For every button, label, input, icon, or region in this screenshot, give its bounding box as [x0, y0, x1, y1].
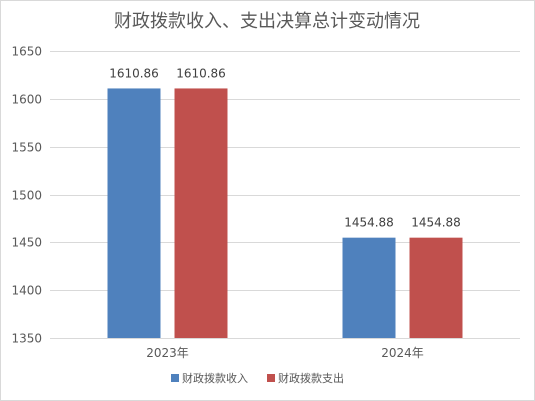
y-axis-ticks: 1350 1400 1450 1500 1550 1600 1650: [11, 45, 42, 346]
y-tick-label: 1650: [11, 45, 42, 59]
y-tick-label: 1350: [11, 332, 42, 346]
legend-label: 财政拨款收入: [182, 371, 248, 385]
chart-title: 财政拨款收入、支出决算总计变动情况: [114, 11, 420, 32]
x-axis-ticks: 2023年 2024年: [146, 346, 424, 360]
data-label: 1610.86: [176, 66, 226, 80]
bar-expenditure-1: [174, 88, 228, 338]
data-labels: 1610.86 1610.86 1454.88 1454.88: [109, 66, 461, 229]
legend-swatch: [171, 374, 179, 382]
y-tick-label: 1450: [11, 236, 42, 250]
bar-expenditure-2: [409, 237, 463, 338]
legend-label: 财政拨款支出: [278, 371, 344, 385]
y-tick-label: 1600: [11, 93, 42, 107]
y-tick-label: 1400: [11, 284, 42, 298]
bar-income-2: [342, 237, 396, 338]
data-label: 1454.88: [411, 216, 461, 230]
x-tick-label: 2024年: [381, 346, 424, 360]
bars: [107, 88, 463, 338]
x-tick-label: 2023年: [146, 346, 189, 360]
legend-swatch: [267, 374, 275, 382]
data-label: 1454.88: [344, 216, 394, 230]
y-tick-label: 1500: [11, 189, 42, 203]
data-label: 1610.86: [109, 66, 159, 80]
y-tick-label: 1550: [11, 141, 42, 155]
legend: 财政拨款收入 财政拨款支出: [171, 371, 344, 385]
bar-income-1: [107, 88, 161, 338]
